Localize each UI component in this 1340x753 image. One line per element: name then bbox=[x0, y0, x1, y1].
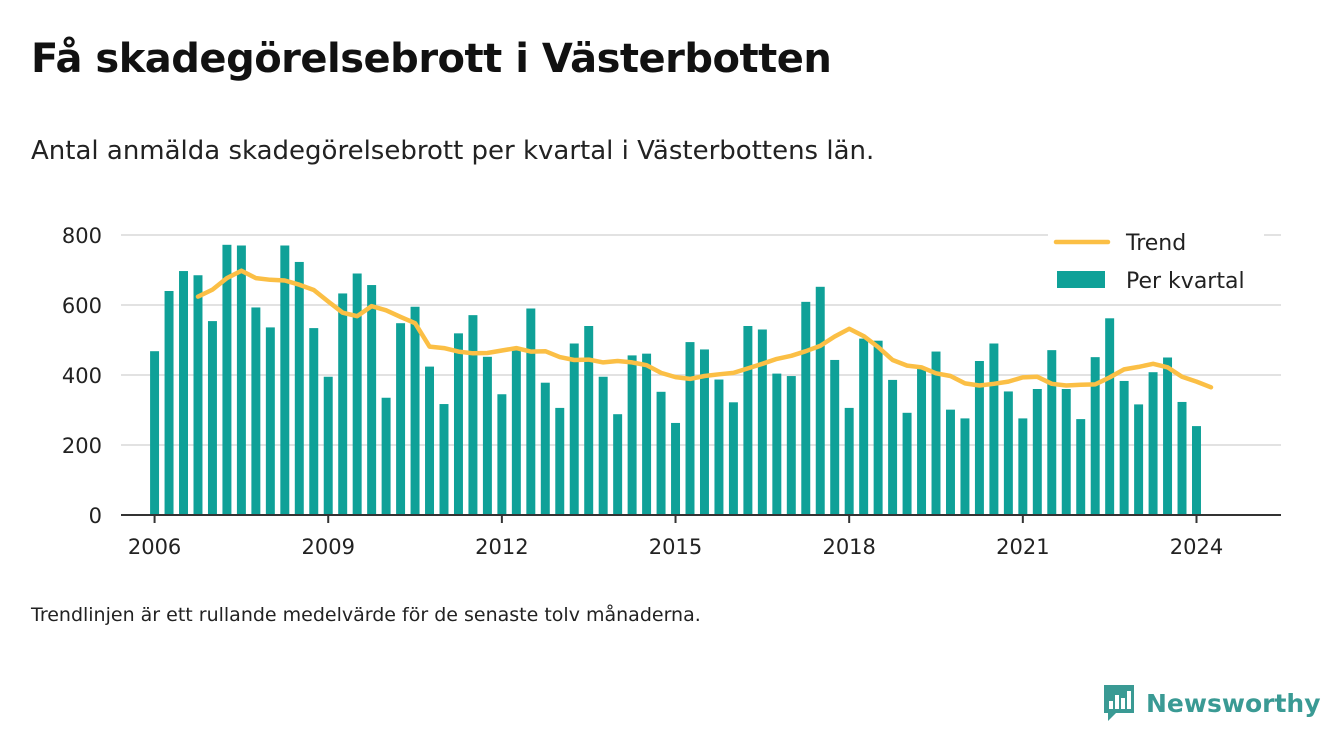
bar bbox=[179, 271, 189, 515]
bar bbox=[1018, 418, 1028, 515]
x-tick-label: 2012 bbox=[475, 535, 528, 559]
bar bbox=[743, 326, 753, 515]
bar bbox=[830, 359, 840, 515]
bar bbox=[352, 273, 362, 515]
chart-subtitle: Antal anmälda skadegörelsebrott per kvar… bbox=[31, 136, 875, 166]
bar bbox=[1177, 401, 1187, 515]
legend-bar-label: Per kvartal bbox=[1126, 269, 1245, 294]
y-tick-label: 400 bbox=[62, 364, 102, 388]
x-tick-label: 2018 bbox=[822, 535, 875, 559]
bar bbox=[251, 307, 261, 515]
y-tick-label: 600 bbox=[62, 294, 102, 318]
bar bbox=[511, 350, 521, 515]
bar bbox=[526, 308, 536, 515]
bar bbox=[757, 329, 767, 515]
bar bbox=[207, 321, 217, 515]
y-tick-label: 800 bbox=[62, 224, 102, 248]
bar bbox=[671, 422, 681, 515]
bar bbox=[396, 323, 406, 515]
bar bbox=[367, 285, 377, 515]
bar bbox=[569, 343, 579, 515]
bar bbox=[222, 244, 232, 516]
y-tick-label: 0 bbox=[89, 504, 102, 528]
bar bbox=[1148, 372, 1158, 515]
bar bbox=[613, 414, 623, 515]
bar bbox=[728, 402, 738, 515]
bar bbox=[902, 412, 912, 515]
bar bbox=[338, 293, 348, 515]
bar bbox=[453, 333, 463, 515]
bar bbox=[786, 376, 796, 515]
bar bbox=[801, 301, 811, 515]
bar bbox=[1105, 318, 1115, 515]
y-tick-label: 200 bbox=[62, 434, 102, 458]
x-tick-label: 2006 bbox=[128, 535, 181, 559]
bar bbox=[1076, 419, 1086, 515]
bar bbox=[164, 291, 174, 515]
legend-bar-swatch bbox=[1057, 271, 1105, 288]
x-tick-label: 2024 bbox=[1170, 535, 1223, 559]
bar bbox=[917, 368, 927, 515]
bar bbox=[497, 394, 507, 515]
x-tick-label: 2021 bbox=[996, 535, 1049, 559]
bar bbox=[960, 418, 970, 515]
bar bbox=[888, 379, 898, 515]
bar bbox=[584, 326, 594, 515]
bar bbox=[540, 382, 550, 515]
bar bbox=[656, 391, 666, 515]
newsworthy-logo-icon bbox=[1104, 685, 1134, 721]
bar bbox=[598, 376, 608, 515]
bar bbox=[815, 286, 825, 515]
chart-footnote: Trendlinjen är ett rullande medelvärde f… bbox=[31, 604, 701, 626]
bar bbox=[425, 366, 435, 515]
bar bbox=[439, 404, 449, 515]
x-tick-label: 2015 bbox=[649, 535, 702, 559]
legend-trend-label: Trend bbox=[1125, 231, 1186, 256]
bar bbox=[772, 373, 782, 515]
bar bbox=[236, 245, 246, 515]
bar bbox=[482, 356, 492, 515]
bar bbox=[989, 343, 999, 515]
bar bbox=[280, 245, 290, 515]
bar bbox=[1119, 380, 1129, 515]
bar bbox=[265, 327, 275, 515]
bar bbox=[1134, 404, 1144, 515]
bar bbox=[193, 275, 203, 515]
bar bbox=[699, 349, 709, 515]
bar bbox=[555, 407, 565, 515]
newsworthy-logo: Newsworthy bbox=[1102, 683, 1321, 723]
bar bbox=[1047, 350, 1057, 515]
bar bbox=[1163, 357, 1173, 515]
bar bbox=[1061, 389, 1071, 515]
bar bbox=[627, 355, 637, 515]
bar bbox=[685, 342, 695, 515]
bar bbox=[1192, 426, 1201, 515]
newsworthy-logo-text: Newsworthy bbox=[1146, 688, 1321, 718]
trend-line bbox=[195, 268, 1214, 390]
bar bbox=[150, 351, 160, 515]
bar bbox=[1090, 357, 1100, 515]
bar bbox=[844, 407, 854, 515]
chart-area: 0 200 400 600 800 2006 2009 2012 2015 2018 2021 20… bbox=[62, 224, 1281, 559]
x-tick-label: 2009 bbox=[301, 535, 354, 559]
bar bbox=[931, 351, 941, 515]
bar bbox=[1032, 389, 1042, 515]
bar bbox=[974, 361, 984, 515]
bar bbox=[1003, 391, 1013, 515]
bar bbox=[410, 306, 420, 515]
bar bbox=[323, 376, 333, 515]
bar bbox=[714, 379, 724, 515]
bar bbox=[873, 340, 883, 515]
bar bbox=[309, 328, 319, 515]
bar bbox=[945, 409, 955, 515]
bar bbox=[642, 353, 652, 515]
bar bbox=[468, 315, 478, 515]
bar bbox=[294, 261, 304, 515]
chart-title: Få skadegörelsebrott i Västerbotten bbox=[31, 36, 832, 82]
legend: Trend Per kvartal bbox=[1048, 226, 1264, 304]
bar bbox=[859, 338, 869, 515]
bar bbox=[381, 397, 391, 515]
